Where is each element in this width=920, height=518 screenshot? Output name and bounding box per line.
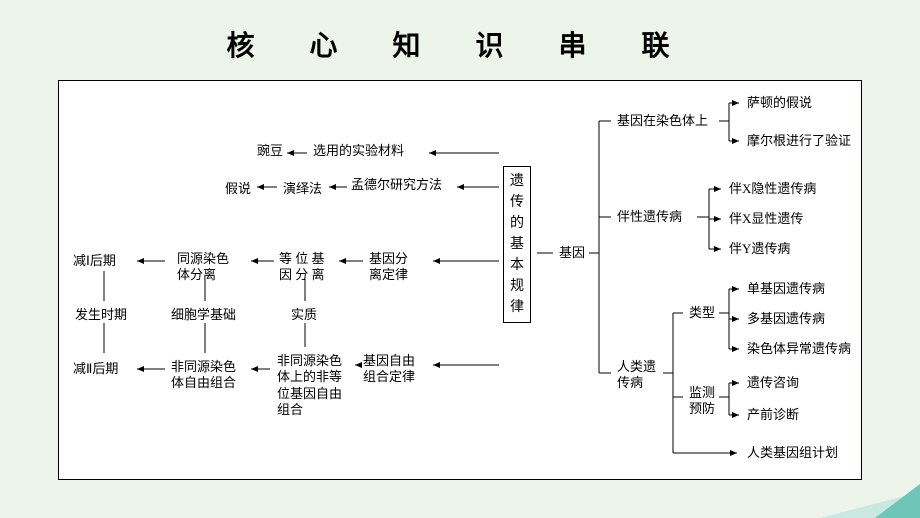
page-title: 核 心 知 识 串 联 xyxy=(0,0,920,78)
node-monitor: 监测预防 xyxy=(689,385,715,418)
node-consult: 遗传咨询 xyxy=(747,375,799,391)
central-node: 遗传的基本规律 xyxy=(503,166,531,323)
node-nonallele: 非同源染色体上的非等位基因自由组合 xyxy=(277,353,342,418)
node-essence: 实质 xyxy=(291,307,317,323)
node-human: 人类遗传病 xyxy=(617,359,656,392)
node-xrec: 伴X隐性遗传病 xyxy=(729,181,816,197)
node-hypo: 假说 xyxy=(225,181,251,197)
node-deduce: 演绎法 xyxy=(283,181,322,197)
node-sutton: 萨顿的假说 xyxy=(747,95,812,111)
node-on_chr: 基因在染色体上 xyxy=(617,113,708,129)
node-time: 发生时期 xyxy=(75,307,127,323)
node-mendel: 孟德尔研究方法 xyxy=(351,177,442,193)
concept-diagram: 遗传的基本规律 豌豆 选用的实验材料假说 演绎法 孟德尔研究方法减Ⅰ后期减Ⅱ后期 发生时… xyxy=(58,80,862,480)
node-morgan: 摩尔根进行了验证 xyxy=(747,133,851,149)
node-multi: 多基因遗传病 xyxy=(747,311,825,327)
node-nonhomo: 非同源染色体自由组合 xyxy=(171,359,236,392)
node-sexlink: 伴性遗传病 xyxy=(617,209,682,225)
node-ylink: 伴Y遗传病 xyxy=(729,241,790,257)
node-chr: 染色体异常遗传病 xyxy=(747,341,851,357)
node-single: 单基因遗传病 xyxy=(747,281,825,297)
node-material: 选用的实验材料 xyxy=(313,143,404,159)
node-jian2: 减Ⅱ后期 xyxy=(73,361,118,377)
node-cyto: 细胞学基础 xyxy=(171,307,236,323)
node-genome: 人类基因组计划 xyxy=(747,445,838,461)
node-gene: 基因 xyxy=(559,245,585,261)
node-allele: 等 位 基因 分 离 xyxy=(279,251,325,284)
node-homo: 同源染色体分离 xyxy=(177,251,229,284)
corner-decoration xyxy=(875,484,920,518)
node-type: 类型 xyxy=(689,305,715,321)
node-free: 基因自由组合定律 xyxy=(363,353,415,386)
node-jian1: 减Ⅰ后期 xyxy=(73,253,116,269)
node-xdom: 伴X显性遗传 xyxy=(729,211,803,227)
node-prenatal: 产前诊断 xyxy=(747,407,799,423)
node-seg: 基因分离定律 xyxy=(369,251,408,284)
node-peas: 豌豆 xyxy=(257,143,283,159)
